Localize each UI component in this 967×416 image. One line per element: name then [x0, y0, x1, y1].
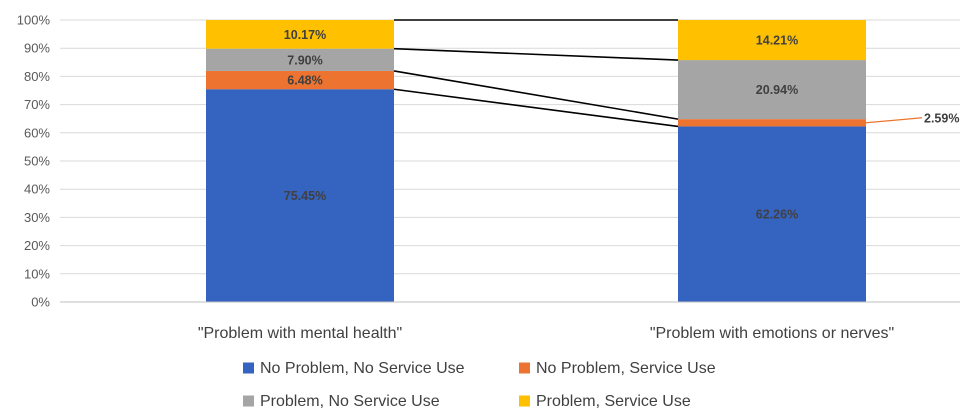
y-tick-label: 20%	[24, 238, 50, 253]
x-category-label: "Problem with mental health"	[198, 325, 402, 342]
series-lines	[393, 19, 679, 128]
y-tick-label: 10%	[24, 266, 50, 281]
legend-label: Problem, No Service Use	[260, 393, 440, 410]
series-line	[393, 47, 679, 61]
data-label: 20.94%	[756, 83, 798, 97]
legend-label: No Problem, No Service Use	[260, 360, 465, 377]
bar-segment	[206, 89, 394, 302]
data-label: 2.59%	[924, 111, 959, 125]
y-tick-label: 50%	[24, 154, 50, 169]
legend-swatch	[519, 395, 530, 407]
legend-swatch	[243, 362, 254, 374]
y-tick-label: 80%	[24, 69, 50, 84]
bar-segment	[206, 48, 394, 71]
bar-segment	[678, 20, 866, 61]
legend-label: No Problem, Service Use	[536, 360, 716, 377]
y-tick-label: 100%	[17, 13, 51, 28]
bar-segment	[206, 70, 394, 90]
data-label: 62.26%	[756, 208, 798, 222]
x-category-label: "Problem with emotions or nerves"	[650, 325, 894, 342]
bars	[206, 20, 866, 302]
bar-segment	[678, 126, 866, 302]
y-tick-label: 40%	[24, 182, 50, 197]
y-tick-label: 70%	[24, 97, 50, 112]
data-label: 10.17%	[284, 28, 326, 42]
legend-swatch	[519, 362, 530, 374]
legend-swatch	[243, 395, 254, 407]
data-labels: 75.45% 6.48% 7.90% 10.17% 62.26% 2.59% 20.94% 1…	[284, 28, 960, 222]
y-axis: 0% 10% 20% 30% 40% 50% 60% 70% 80% 90% 100%	[17, 13, 51, 310]
data-label: 75.45%	[284, 189, 326, 203]
data-label: 6.48%	[287, 74, 322, 88]
leader-line	[865, 117, 923, 124]
series-line	[393, 70, 679, 120]
legend-label: Problem, Service Use	[536, 393, 691, 410]
y-tick-label: 90%	[24, 41, 50, 56]
legend: No Problem, No Service Use No Problem, Se…	[243, 360, 716, 410]
bar-segment	[678, 60, 866, 120]
y-tick-label: 30%	[24, 210, 50, 225]
bar-segment	[206, 20, 394, 49]
data-label: 7.90%	[287, 53, 322, 67]
y-tick-label: 60%	[24, 125, 50, 140]
data-label: 14.21%	[756, 34, 798, 48]
x-axis: "Problem with mental health" "Problem wit…	[60, 301, 960, 342]
bar-segment	[678, 119, 866, 127]
series-line	[393, 88, 679, 128]
y-tick-label: 0%	[31, 295, 50, 310]
